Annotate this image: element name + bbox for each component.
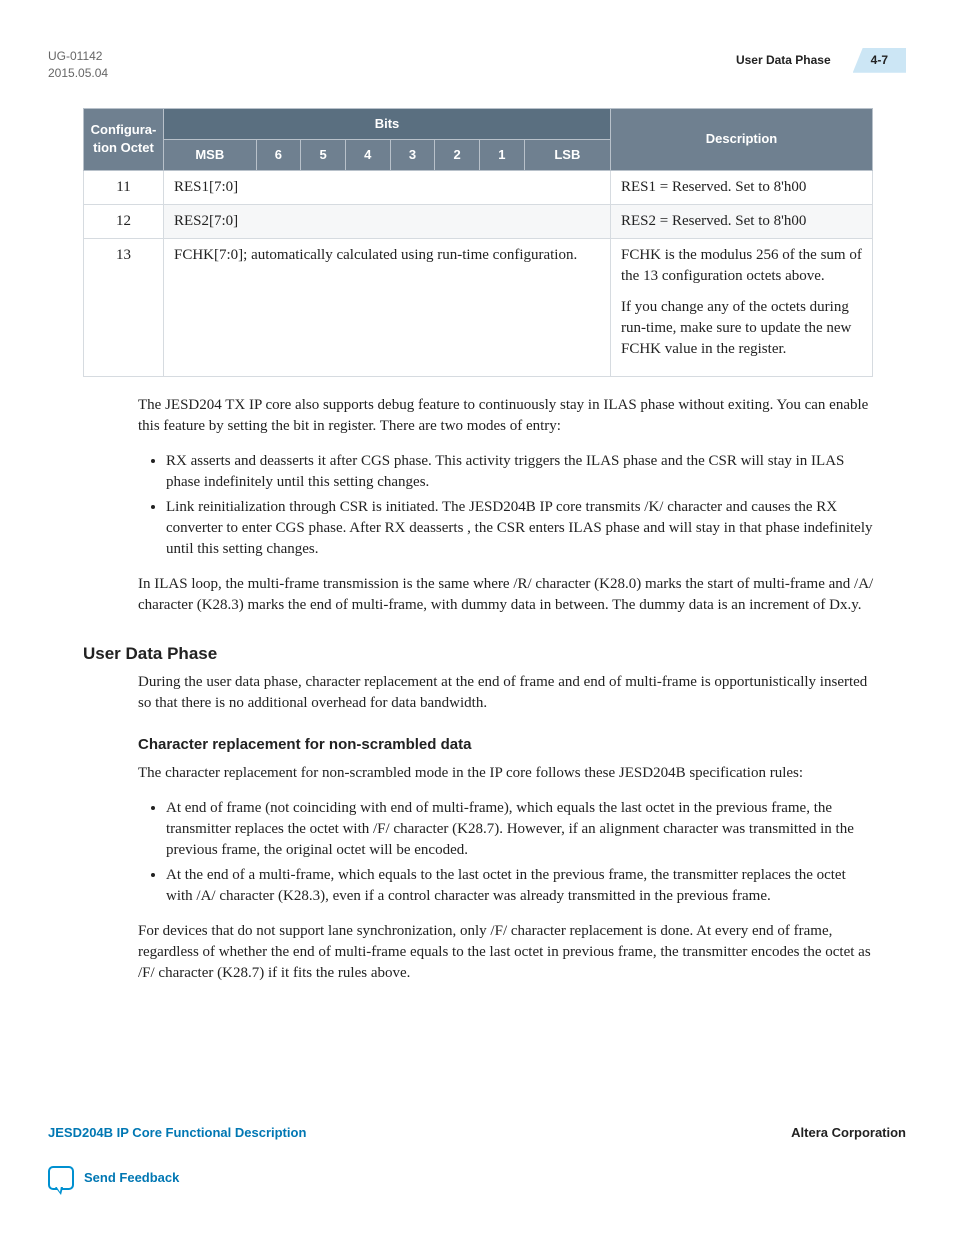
th-bit-3: 3 bbox=[390, 139, 435, 170]
cell-octet-13: 13 bbox=[84, 238, 164, 376]
table-row: 12 RES2[7:0] RES2 = Reserved. Set to 8'h… bbox=[84, 204, 873, 238]
list-item: Link reinitialization through CSR is ini… bbox=[166, 497, 876, 560]
cell-bits-12: RES2[7:0] bbox=[164, 204, 611, 238]
sub-para-1: The character replacement for non-scramb… bbox=[138, 763, 876, 784]
sub-heading: Character replacement for non-scrambled … bbox=[138, 734, 906, 755]
th-bit-2: 2 bbox=[435, 139, 480, 170]
th-bit-msb: MSB bbox=[164, 139, 257, 170]
feedback-icon[interactable] bbox=[48, 1166, 74, 1190]
body-list-1: RX asserts and deasserts it after CGS ph… bbox=[166, 451, 876, 560]
footer-company: Altera Corporation bbox=[791, 1124, 906, 1142]
desc-13-p2: If you change any of the octets during r… bbox=[621, 297, 862, 360]
page-number: 4-7 bbox=[853, 48, 906, 73]
footer-chapter-link[interactable]: JESD204B IP Core Functional Description bbox=[48, 1124, 306, 1142]
th-bit-5: 5 bbox=[301, 139, 346, 170]
body-list-2: At end of frame (not coinciding with end… bbox=[166, 798, 876, 907]
cell-octet-12: 12 bbox=[84, 204, 164, 238]
th-bit-6: 6 bbox=[256, 139, 301, 170]
page-header: UG-01142 2015.05.04 User Data Phase 4-7 bbox=[48, 48, 906, 82]
cell-desc-12: RES2 = Reserved. Set to 8'h00 bbox=[611, 204, 873, 238]
th-bits: Bits bbox=[164, 108, 611, 139]
th-bit-1: 1 bbox=[479, 139, 524, 170]
list-item: RX asserts and deasserts it after CGS ph… bbox=[166, 451, 876, 493]
desc-13-p1: FCHK is the modulus 256 of the sum of th… bbox=[621, 245, 862, 287]
footer-feedback: Send Feedback bbox=[48, 1166, 906, 1190]
cell-desc-11: RES1 = Reserved. Set to 8'h00 bbox=[611, 170, 873, 204]
th-bit-4: 4 bbox=[345, 139, 390, 170]
cell-octet-11: 11 bbox=[84, 170, 164, 204]
header-right: User Data Phase 4-7 bbox=[736, 48, 906, 73]
section-para: During the user data phase, character re… bbox=[138, 672, 876, 714]
doc-id: UG-01142 bbox=[48, 48, 108, 65]
footer-row: JESD204B IP Core Functional Description … bbox=[48, 1124, 906, 1142]
body-para-1: The JESD204 TX IP core also supports deb… bbox=[138, 395, 876, 437]
table-row: 13 FCHK[7:0]; automatically calculated u… bbox=[84, 238, 873, 376]
list-item: At the end of a multi-frame, which equal… bbox=[166, 865, 876, 907]
send-feedback-link[interactable]: Send Feedback bbox=[84, 1169, 179, 1187]
table-row: 11 RES1[7:0] RES1 = Reserved. Set to 8'h… bbox=[84, 170, 873, 204]
section-heading: User Data Phase bbox=[83, 642, 906, 666]
page-footer: JESD204B IP Core Functional Description … bbox=[48, 1124, 906, 1190]
th-config-octet: Configura‐ tion Octet bbox=[84, 108, 164, 170]
sub-para-2: For devices that do not support lane syn… bbox=[138, 921, 876, 984]
cell-bits-13: FCHK[7:0]; automatically calculated usin… bbox=[164, 238, 611, 376]
header-left: UG-01142 2015.05.04 bbox=[48, 48, 108, 82]
th-description: Description bbox=[611, 108, 873, 170]
config-table: Configura‐ tion Octet Bits Description M… bbox=[83, 108, 873, 377]
body-para-2: In ILAS loop, the multi-frame transmissi… bbox=[138, 574, 876, 616]
cell-bits-11: RES1[7:0] bbox=[164, 170, 611, 204]
cell-desc-13: FCHK is the modulus 256 of the sum of th… bbox=[611, 238, 873, 376]
list-item: At end of frame (not coinciding with end… bbox=[166, 798, 876, 861]
header-section-name: User Data Phase bbox=[736, 52, 831, 69]
th-bit-lsb: LSB bbox=[524, 139, 610, 170]
doc-date: 2015.05.04 bbox=[48, 65, 108, 82]
